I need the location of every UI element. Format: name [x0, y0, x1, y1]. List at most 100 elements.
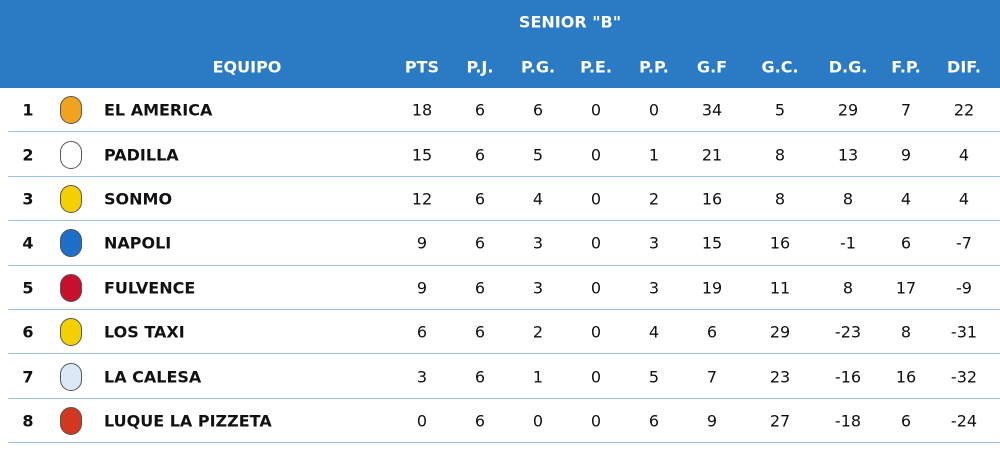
table-title: SENIOR "B" [518, 12, 622, 32]
row-separator [8, 176, 1000, 177]
team-name: SONMO [104, 189, 173, 209]
stat-cell: 17 [895, 278, 917, 298]
column-header: G.F [696, 57, 728, 77]
rank: 3 [22, 189, 34, 209]
team-logo [60, 362, 82, 391]
stat-cell: 0 [590, 189, 602, 209]
stat-cell: 3 [648, 278, 660, 298]
stat-cell: 9 [706, 411, 718, 431]
stat-cell: 4 [958, 145, 970, 165]
column-header: DIF. [947, 57, 981, 77]
stat-cell: 6 [648, 411, 660, 431]
column-header: F.P. [891, 57, 921, 77]
column-header: P.J. [466, 57, 494, 77]
stat-cell: 0 [590, 100, 602, 120]
stat-cell: 0 [590, 278, 602, 298]
stat-cell: 9 [416, 278, 428, 298]
stat-cell: 8 [774, 145, 786, 165]
stat-cell: 6 [474, 322, 486, 342]
stat-cell: 7 [706, 367, 718, 387]
stat-cell: 8 [842, 278, 854, 298]
row-separator [8, 353, 1000, 354]
stat-cell: 8 [774, 189, 786, 209]
row-separator [8, 131, 1000, 132]
stat-cell: 29 [837, 100, 859, 120]
stat-cell: 9 [900, 145, 912, 165]
stat-cell: 0 [590, 145, 602, 165]
rank: 8 [22, 411, 34, 431]
stat-cell: -18 [834, 411, 862, 431]
stat-cell: 4 [900, 189, 912, 209]
stat-cell: 4 [532, 189, 544, 209]
column-header: EQUIPO [212, 57, 282, 77]
stat-cell: 1 [532, 367, 544, 387]
stat-cell: 0 [532, 411, 544, 431]
column-header: PTS [404, 57, 440, 77]
stat-cell: 5 [774, 100, 786, 120]
rank: 1 [22, 100, 34, 120]
stat-cell: 29 [769, 322, 791, 342]
team-logo [60, 273, 82, 302]
column-header: D.G. [828, 57, 868, 77]
stat-cell: 6 [706, 322, 718, 342]
stat-cell: 13 [837, 145, 859, 165]
stat-cell: 21 [701, 145, 723, 165]
row-separator [8, 309, 1000, 310]
stat-cell: 18 [411, 100, 433, 120]
stat-cell: 22 [953, 100, 975, 120]
rank: 4 [22, 233, 34, 253]
stat-cell: 6 [474, 100, 486, 120]
team-logo [60, 229, 82, 258]
stat-cell: 0 [590, 233, 602, 253]
stat-cell: 0 [416, 411, 428, 431]
team-logo [60, 318, 82, 347]
rank: 5 [22, 278, 34, 298]
stat-cell: 4 [958, 189, 970, 209]
stat-cell: 6 [474, 411, 486, 431]
team-logo [60, 407, 82, 435]
stat-cell: 19 [701, 278, 723, 298]
stat-cell: -7 [956, 233, 972, 253]
stat-cell: 23 [769, 367, 791, 387]
stat-cell: 6 [474, 367, 486, 387]
team-name: FULVENCE [104, 278, 196, 298]
stat-cell: 15 [411, 145, 433, 165]
stat-cell: 6 [900, 233, 912, 253]
stat-cell: 6 [532, 100, 544, 120]
stat-cell: -24 [950, 411, 978, 431]
column-header: P.E. [580, 57, 612, 77]
team-logo [60, 140, 82, 169]
stat-cell: 27 [769, 411, 791, 431]
stat-cell: -1 [840, 233, 856, 253]
stat-cell: 6 [900, 411, 912, 431]
team-name: NAPOLI [104, 233, 172, 253]
stat-cell: 15 [701, 233, 723, 253]
stat-cell: -32 [950, 367, 978, 387]
column-header: P.G. [520, 57, 556, 77]
stat-cell: 6 [474, 233, 486, 253]
stat-cell: 6 [474, 145, 486, 165]
stat-cell: 3 [648, 233, 660, 253]
stat-cell: 4 [648, 322, 660, 342]
stat-cell: 1 [648, 145, 660, 165]
team-name: EL AMERICA [104, 100, 213, 120]
stat-cell: 3 [416, 367, 428, 387]
stat-cell: 12 [411, 189, 433, 209]
header-band [0, 0, 1000, 88]
stat-cell: 3 [532, 278, 544, 298]
stat-cell: 6 [474, 278, 486, 298]
team-name: LUQUE LA PIZZETA [104, 411, 272, 431]
column-header: G.C. [761, 57, 799, 77]
row-separator [8, 442, 1000, 443]
stat-cell: 6 [416, 322, 428, 342]
stat-cell: 8 [842, 189, 854, 209]
stat-cell: 8 [900, 322, 912, 342]
stat-cell: 2 [648, 189, 660, 209]
stat-cell: 3 [532, 233, 544, 253]
stat-cell: 5 [532, 145, 544, 165]
stat-cell: -23 [834, 322, 862, 342]
stat-cell: -9 [956, 278, 972, 298]
rank: 2 [22, 145, 34, 165]
stat-cell: 9 [416, 233, 428, 253]
